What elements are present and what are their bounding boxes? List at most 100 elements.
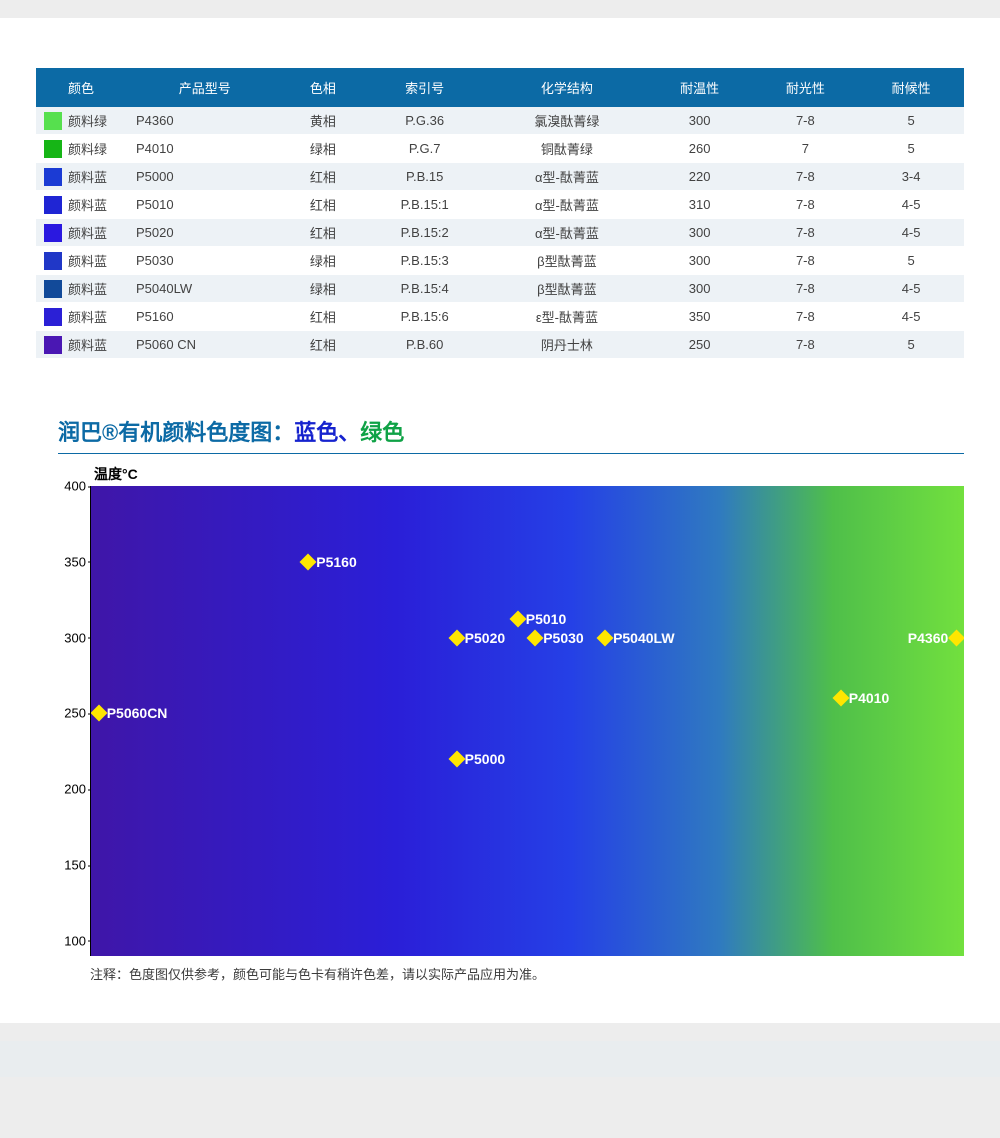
table-cell-index: P.G.7 <box>362 135 487 163</box>
table-cell-chem: 铜酞菁绿 <box>487 135 647 163</box>
table-cell-model: P5030 <box>126 247 284 275</box>
chart-title: 润巴®有机颜料色度图：蓝色、绿色 <box>58 415 964 454</box>
table-cell-weather: 3-4 <box>858 163 964 191</box>
y-tick: 400 <box>36 479 86 494</box>
y-tick: 300 <box>36 630 86 645</box>
table-cell-index: P.G.36 <box>362 107 487 135</box>
table-cell-light: 7-8 <box>752 191 858 219</box>
table-cell-model: P5010 <box>126 191 284 219</box>
y-tick: 250 <box>36 706 86 721</box>
table-row: 颜料蓝P5020红相P.B.15:2α型-酞菁蓝3007-84-5 <box>36 219 964 247</box>
table-cell-index: P.B.15:1 <box>362 191 487 219</box>
table-cell-chem: β型酞菁蓝 <box>487 275 647 303</box>
table-cell-index: P.B.15 <box>362 163 487 191</box>
table-header-cell: 色相 <box>284 68 363 107</box>
color-name: 颜料蓝 <box>68 167 107 186</box>
table-cell-light: 7-8 <box>752 219 858 247</box>
table-cell-chem: 氯溴酞菁绿 <box>487 107 647 135</box>
table-cell-temp: 350 <box>647 303 753 331</box>
table-cell-model: P5020 <box>126 219 284 247</box>
chart-plot: P5060CNP5160P5020P5000P5010P5030P5040LWP… <box>90 486 964 956</box>
diamond-marker-icon <box>509 611 526 628</box>
y-tick: 200 <box>36 782 86 797</box>
chart-wrap: 400350300250200150100 P5060CNP5160P5020P… <box>36 486 964 956</box>
diamond-marker-icon <box>90 705 107 722</box>
table-cell-weather: 5 <box>858 331 964 359</box>
page-card: 颜色产品型号色相索引号化学结构耐温性耐光性耐候性 颜料绿P4360黄相P.G.3… <box>0 18 1000 1023</box>
table-cell-hue: 红相 <box>284 191 363 219</box>
table-cell-chem: β型酞菁蓝 <box>487 247 647 275</box>
chart-point: P5030 <box>529 630 583 646</box>
table-cell-hue: 红相 <box>284 219 363 247</box>
chart-gradient <box>91 486 964 956</box>
footer-band <box>0 1041 1000 1077</box>
table-cell-temp: 300 <box>647 107 753 135</box>
table-row: 颜料蓝P5160红相P.B.15:6ε型-酞菁蓝3507-84-5 <box>36 303 964 331</box>
table-cell-model: P4360 <box>126 107 284 135</box>
color-cell: 颜料蓝 <box>36 191 126 219</box>
chart-point-label: P5000 <box>465 751 505 767</box>
y-tick: 150 <box>36 858 86 873</box>
color-name: 颜料蓝 <box>68 307 107 326</box>
table-cell-model: P5040LW <box>126 275 284 303</box>
table-cell-model: P5160 <box>126 303 284 331</box>
table-cell-chem: α型-酞菁蓝 <box>487 191 647 219</box>
chart-point: P4010 <box>835 690 889 706</box>
table-cell-index: P.B.60 <box>362 331 487 359</box>
table-cell-index: P.B.15:4 <box>362 275 487 303</box>
color-swatch <box>44 308 62 326</box>
table-cell-light: 7-8 <box>752 303 858 331</box>
diamond-marker-icon <box>300 553 317 570</box>
color-cell: 颜料绿 <box>36 107 126 135</box>
chart-point: P4360 <box>908 630 962 646</box>
table-cell-temp: 310 <box>647 191 753 219</box>
table-cell-light: 7 <box>752 135 858 163</box>
table-row: 颜料蓝P5030绿相P.B.15:3β型酞菁蓝3007-85 <box>36 247 964 275</box>
table-header-cell: 索引号 <box>362 68 487 107</box>
chart-point-label: P5060CN <box>107 705 168 721</box>
chart-point-label: P5010 <box>526 611 566 627</box>
table-cell-weather: 4-5 <box>858 275 964 303</box>
color-cell: 颜料蓝 <box>36 331 126 359</box>
table-header-cell: 颜色 <box>36 68 126 107</box>
color-swatch <box>44 196 62 214</box>
color-swatch <box>44 112 62 130</box>
y-tick: 350 <box>36 554 86 569</box>
color-name: 颜料蓝 <box>68 279 107 298</box>
table-cell-weather: 5 <box>858 247 964 275</box>
table-header-cell: 产品型号 <box>126 68 284 107</box>
table-cell-chem: ε型-酞菁蓝 <box>487 303 647 331</box>
table-cell-temp: 300 <box>647 275 753 303</box>
chart-title-green: 绿色 <box>360 420 404 445</box>
color-cell: 颜料蓝 <box>36 247 126 275</box>
table-cell-index: P.B.15:6 <box>362 303 487 331</box>
table-row: 颜料蓝 P5040LW绿相P.B.15:4β型酞菁蓝3007-84-5 <box>36 275 964 303</box>
chart-point-label: P4010 <box>849 690 889 706</box>
table-cell-light: 7-8 <box>752 247 858 275</box>
diamond-marker-icon <box>527 629 544 646</box>
table-cell-weather: 4-5 <box>858 219 964 247</box>
table-cell-temp: 300 <box>647 219 753 247</box>
table-cell-light: 7-8 <box>752 275 858 303</box>
table-cell-hue: 绿相 <box>284 247 363 275</box>
chart-section: 润巴®有机颜料色度图：蓝色、绿色 温度°C 400350300250200150… <box>36 415 964 983</box>
table-header-cell: 化学结构 <box>487 68 647 107</box>
table-header-cell: 耐光性 <box>752 68 858 107</box>
color-cell: 颜料绿 <box>36 135 126 163</box>
color-name: 颜料蓝 <box>68 335 107 354</box>
chart-point-label: P5030 <box>543 630 583 646</box>
table-cell-weather: 4-5 <box>858 191 964 219</box>
color-swatch <box>44 140 62 158</box>
table-row: 颜料蓝P5010红相P.B.15:1α型-酞菁蓝3107-84-5 <box>36 191 964 219</box>
table-cell-weather: 5 <box>858 135 964 163</box>
chart-point: P5010 <box>512 611 566 627</box>
table-row: 颜料绿P4010绿相P.G.7铜酞菁绿26075 <box>36 135 964 163</box>
table-cell-hue: 绿相 <box>284 275 363 303</box>
table-cell-temp: 220 <box>647 163 753 191</box>
table-header-cell: 耐温性 <box>647 68 753 107</box>
table-cell-temp: 250 <box>647 331 753 359</box>
table-cell-chem: α型-酞菁蓝 <box>487 219 647 247</box>
table-cell-hue: 红相 <box>284 331 363 359</box>
table-cell-hue: 红相 <box>284 303 363 331</box>
table-cell-light: 7-8 <box>752 331 858 359</box>
